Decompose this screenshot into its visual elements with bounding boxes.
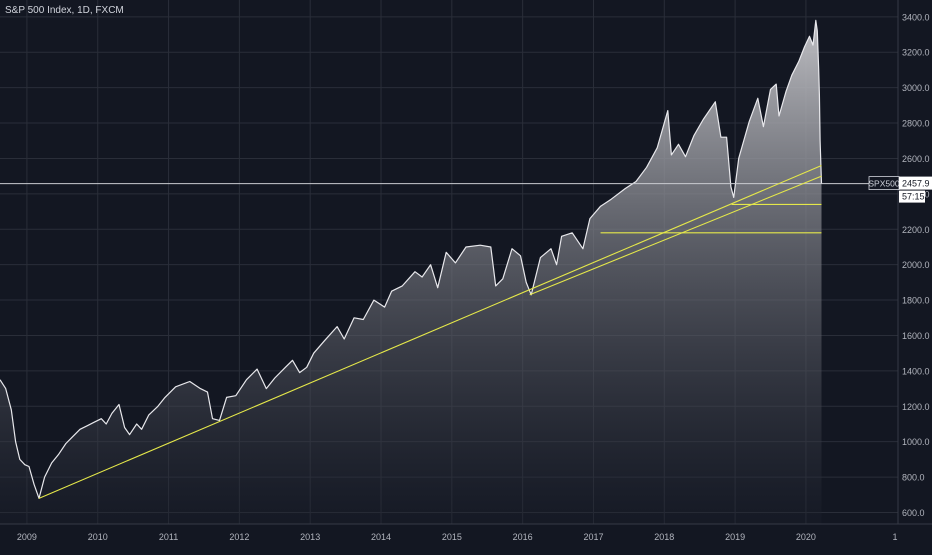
y-tick-label: 3200.0 bbox=[902, 48, 930, 58]
countdown-label: 57:15 bbox=[902, 192, 925, 202]
price-area-fill bbox=[0, 20, 822, 525]
x-tick-label: 2016 bbox=[513, 532, 533, 542]
x-tick-label: 2015 bbox=[442, 532, 462, 542]
y-tick-label: 2000.0 bbox=[902, 260, 930, 270]
y-tick-label: 3400.0 bbox=[902, 12, 930, 22]
x-tick-label: 2009 bbox=[17, 532, 37, 542]
y-tick-label: 1600.0 bbox=[902, 331, 930, 341]
y-tick-label: 2800.0 bbox=[902, 119, 930, 129]
countdown-box bbox=[899, 190, 925, 203]
trendline-1 bbox=[38, 165, 822, 499]
y-tick-label: 2600.0 bbox=[902, 154, 930, 164]
x-tick-label: 2019 bbox=[725, 532, 745, 542]
x-tick-label: 2010 bbox=[88, 532, 108, 542]
y-tick-label: 800.0 bbox=[902, 473, 925, 483]
y-tick-label: 1200.0 bbox=[902, 402, 930, 412]
y-tick-label: 2200.0 bbox=[902, 225, 930, 235]
trendline-2 bbox=[529, 175, 822, 296]
y-tick-label: 1000.0 bbox=[902, 437, 930, 447]
price-value-label: 2457.9 bbox=[902, 179, 930, 189]
y-tick-label: 1400.0 bbox=[902, 366, 930, 376]
y-tick-label: 3000.0 bbox=[902, 83, 930, 93]
x-tick-label: 1 bbox=[892, 532, 897, 542]
symbol-label: SPX500 bbox=[868, 179, 899, 189]
chart-title: S&P 500 Index, 1D, FXCM bbox=[5, 5, 124, 16]
y-tick-label: 1800.0 bbox=[902, 296, 930, 306]
price-value-box bbox=[899, 176, 932, 190]
x-tick-label: 2014 bbox=[371, 532, 391, 542]
x-tick-label: 2012 bbox=[229, 532, 249, 542]
y-tick-label: 600.0 bbox=[902, 508, 925, 518]
x-tick-label: 2018 bbox=[654, 532, 674, 542]
x-tick-label: 2020 bbox=[796, 532, 816, 542]
x-tick-label: 2017 bbox=[583, 532, 603, 542]
price-line bbox=[0, 19, 823, 499]
x-tick-label: 2013 bbox=[300, 532, 320, 542]
x-tick-label: 2011 bbox=[159, 532, 178, 542]
